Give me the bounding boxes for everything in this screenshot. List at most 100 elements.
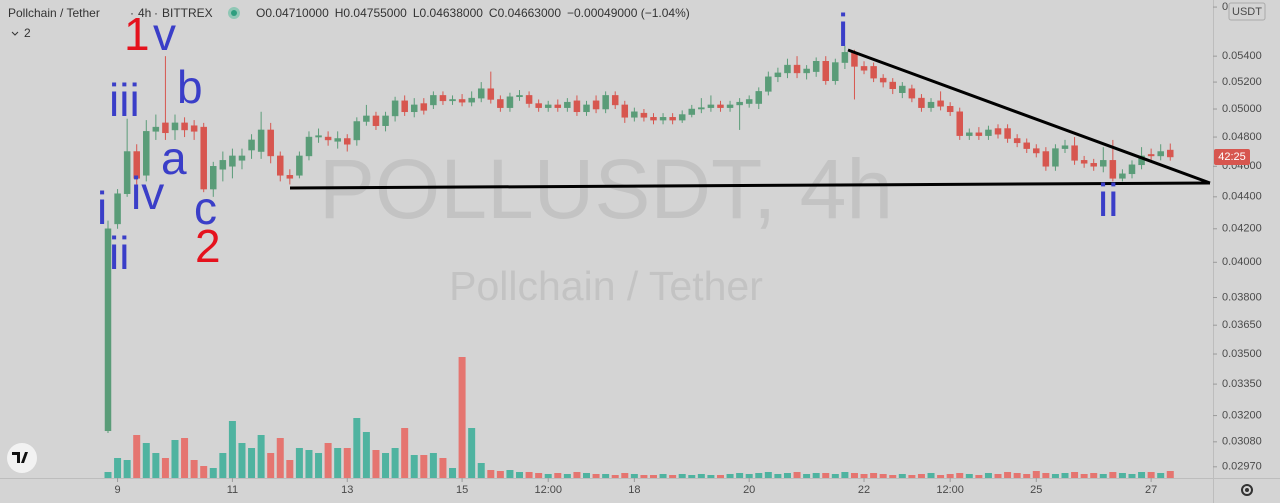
volume-bar [1090, 473, 1098, 478]
wave-label: 2 [195, 220, 221, 272]
candle-body [477, 88, 485, 99]
tv-logo[interactable] [7, 443, 37, 473]
volume-bar [583, 473, 590, 478]
candle-body [1033, 148, 1040, 154]
volume-bar [152, 453, 160, 478]
volume-bar [362, 432, 370, 478]
volume-bar [257, 435, 265, 478]
legend-key: L [413, 6, 420, 20]
volume-bar [161, 458, 169, 478]
candle-body [277, 155, 284, 176]
candle-body [631, 111, 638, 118]
indicator-count[interactable]: 2 [24, 26, 31, 40]
countdown: 42:25 [1218, 151, 1246, 163]
volume-bar [649, 475, 657, 478]
candle-body [726, 104, 734, 108]
volume-bar [774, 474, 782, 478]
gear-center[interactable] [1245, 488, 1249, 492]
x-tick-label: 11 [227, 484, 238, 496]
candle-body [1128, 164, 1136, 175]
volume-bar [803, 474, 811, 478]
resistance-line [847, 48, 1211, 185]
volume-bar [841, 472, 849, 478]
candle-body [870, 66, 877, 79]
volume-bar [937, 475, 945, 478]
volume-bar [372, 450, 380, 478]
candle-body [497, 99, 504, 108]
candle-body [1109, 160, 1117, 179]
candle-body [908, 88, 916, 99]
volume-bar [410, 455, 418, 478]
volume-bar [382, 453, 390, 478]
currency-box[interactable] [1228, 2, 1266, 21]
volume-bar [516, 472, 524, 478]
wave-label: c [194, 182, 217, 234]
indicator-toggle[interactable] [8, 26, 36, 42]
candle-body [210, 166, 217, 190]
currency[interactable]: USDT [1232, 6, 1262, 18]
candle-body [745, 99, 753, 104]
volume-bar [248, 448, 256, 478]
volume-bar [1118, 473, 1126, 478]
volume-bar [745, 474, 753, 478]
volume-bar [1013, 473, 1021, 478]
volume-bar [707, 475, 715, 478]
logo-mark[interactable] [12, 452, 28, 463]
volume-bar [276, 438, 284, 478]
watermark-name: Pollchain / Tether [449, 263, 763, 309]
volume-bar [870, 473, 878, 478]
volume-bar [573, 472, 581, 478]
volume-bar [726, 474, 734, 478]
settings-icon[interactable] [1241, 484, 1253, 496]
volume-bar [401, 428, 409, 478]
interval: 4h [138, 6, 151, 20]
wave-label: iv [131, 167, 164, 219]
volume-bar [171, 440, 179, 478]
x-tick-label: 20 [743, 484, 755, 496]
volume-bar [889, 475, 897, 478]
candle-body [1080, 160, 1088, 164]
candle-body [372, 115, 380, 126]
candle-body [334, 138, 341, 142]
volume-bar [133, 435, 141, 478]
volume-bar [1099, 474, 1107, 478]
volume-bar [630, 474, 638, 478]
volume-bar [822, 473, 830, 478]
candle-body [296, 155, 303, 176]
candle-body [420, 103, 428, 111]
candle-body [143, 131, 150, 176]
watermark-symbol: POLLUSDT, 4h [319, 142, 893, 236]
candle-body [736, 101, 743, 106]
candle-body [162, 122, 169, 134]
candle-body [592, 100, 600, 110]
candle-body [927, 101, 935, 108]
volume-bar [1071, 472, 1079, 478]
volume-bar [181, 438, 189, 478]
y-tick-label: 0.04200 [1222, 223, 1262, 235]
candle-body [487, 88, 495, 100]
candle-body [238, 155, 246, 161]
symbol: Pollchain / Tether [8, 6, 100, 20]
candle-body [707, 104, 715, 108]
logo-bg[interactable] [7, 443, 37, 473]
y-tick-label: 0.04000 [1222, 256, 1262, 268]
candle-body [774, 72, 782, 78]
candle-body [611, 95, 619, 106]
separator: · [130, 6, 134, 20]
volume-bar [965, 474, 973, 478]
volume-bar [477, 463, 485, 478]
volume-bar [209, 468, 217, 478]
volume-bar [544, 474, 552, 478]
volume-bar [793, 472, 801, 478]
chevron[interactable] [11, 31, 19, 36]
candle-body [946, 106, 954, 113]
candle-body [822, 61, 829, 82]
volume-bar [1042, 473, 1050, 478]
volume-bar [267, 453, 275, 478]
y-tick-label: 0.03200 [1222, 409, 1262, 421]
volume-bar [219, 453, 227, 478]
y-tick-label: 0.03800 [1222, 291, 1262, 303]
volume-bar [439, 458, 447, 478]
volume-bar [506, 470, 514, 478]
gear[interactable] [1241, 484, 1253, 496]
